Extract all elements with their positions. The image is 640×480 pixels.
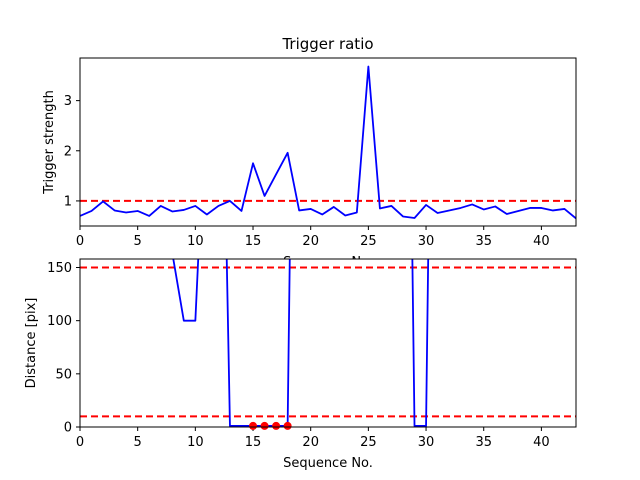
distance-xtick-label: 5 (134, 435, 142, 450)
trigger-xtick-label: 25 (360, 234, 377, 249)
distance-xtick-label: 40 (533, 435, 550, 450)
distance-ytick-label: 150 (47, 261, 72, 276)
distance-xtick-label: 10 (187, 435, 204, 450)
distance-ylabel: Distance [pix] (24, 298, 39, 389)
trigger-ytick-label: 1 (64, 194, 72, 209)
distance-threshold-lines (80, 266, 576, 418)
distance-series-line (411, 259, 430, 427)
trigger-series-line (80, 65, 576, 220)
distance-xtick-label: 25 (360, 435, 377, 450)
distance-axes: 0 5 10 15 20 25 30 35 40 0 50 100 150 Sequence No. D… (24, 258, 577, 471)
distance-xtick-label: 30 (418, 435, 435, 450)
distance-marker-point (260, 421, 269, 430)
trigger-ytick-label: 2 (64, 144, 72, 159)
distance-series-line (172, 259, 200, 322)
trigger-ratio-frame (79, 57, 577, 227)
distance-xtick-label: 35 (475, 435, 492, 450)
distance-series-line (225, 259, 291, 427)
trigger-xtick-label: 40 (533, 234, 550, 249)
trigger-ratio-ylabel: Trigger strength (42, 90, 57, 195)
distance-marker-points (249, 421, 292, 430)
distance-xtick-label: 20 (302, 435, 319, 450)
distance-xtick-label: 15 (245, 435, 262, 450)
distance-marker-point (272, 421, 281, 430)
trigger-xtick-label: 30 (418, 234, 435, 249)
distance-marker-point (249, 421, 258, 430)
distance-ytick-label: 50 (55, 367, 72, 382)
distance-ytick-label: 100 (47, 314, 72, 329)
distance-ticks: 0 5 10 15 20 25 30 35 40 0 50 100 150 (47, 261, 549, 450)
trigger-strength-series (80, 65, 576, 220)
distance-frame (79, 258, 577, 428)
distance-ytick-label: 0 (64, 421, 72, 436)
distance-marker-point (283, 421, 292, 430)
trigger-xtick-label: 15 (245, 234, 262, 249)
trigger-xtick-label: 0 (76, 234, 84, 249)
distance-xlabel: Sequence No. (283, 456, 373, 471)
trigger-ratio-ticks: 0 5 10 15 20 25 30 35 40 1 2 3 (64, 94, 550, 249)
trigger-ytick-label: 3 (64, 94, 72, 109)
distance-background (80, 259, 576, 427)
trigger-xtick-label: 35 (475, 234, 492, 249)
trigger-xtick-label: 5 (134, 234, 142, 249)
trigger-ratio-title: Trigger ratio (281, 35, 373, 53)
trigger-xtick-label: 20 (302, 234, 319, 249)
trigger-xtick-label: 10 (187, 234, 204, 249)
distance-xtick-label: 0 (76, 435, 84, 450)
distance-series (172, 259, 430, 427)
